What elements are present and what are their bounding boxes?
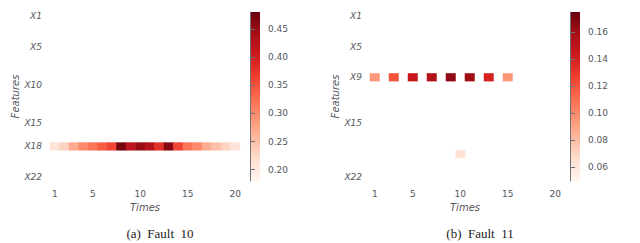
svg-text:0.20: 0.20: [268, 165, 288, 175]
svg-text:X18: X18: [23, 141, 42, 151]
svg-text:15: 15: [502, 189, 513, 199]
svg-text:1: 1: [372, 189, 378, 199]
svg-text:X15: X15: [343, 118, 362, 128]
svg-text:Features: Features: [330, 75, 341, 119]
svg-text:X10: X10: [23, 80, 42, 90]
svg-text:10: 10: [135, 189, 147, 199]
svg-text:Times: Times: [450, 202, 480, 213]
svg-text:0.40: 0.40: [268, 52, 288, 62]
svg-text:X1: X1: [349, 11, 362, 21]
svg-text:X5: X5: [29, 42, 42, 52]
svg-text:0.10: 0.10: [588, 108, 608, 118]
svg-text:0.08: 0.08: [588, 135, 608, 145]
svg-text:0.06: 0.06: [588, 162, 608, 172]
svg-text:Times: Times: [130, 202, 160, 213]
svg-text:20: 20: [550, 189, 562, 199]
svg-text:0.14: 0.14: [588, 54, 608, 64]
svg-text:X9: X9: [349, 72, 362, 82]
svg-text:5: 5: [90, 189, 96, 199]
svg-text:0.16: 0.16: [588, 27, 608, 37]
svg-text:5: 5: [410, 189, 416, 199]
svg-text:1: 1: [52, 189, 58, 199]
svg-text:(b) Fault 11: (b) Fault 11: [446, 226, 513, 241]
svg-text:Features: Features: [10, 75, 21, 119]
svg-text:0.35: 0.35: [268, 80, 288, 90]
svg-text:X1: X1: [29, 11, 42, 21]
svg-text:X5: X5: [349, 42, 362, 52]
svg-text:X22: X22: [343, 172, 362, 182]
svg-text:0.45: 0.45: [268, 24, 288, 34]
svg-text:X15: X15: [23, 118, 42, 128]
svg-text:X22: X22: [23, 172, 42, 182]
svg-text:15: 15: [182, 189, 193, 199]
svg-text:0.25: 0.25: [268, 137, 288, 147]
svg-text:(a) Fault 10: (a) Fault 10: [126, 226, 193, 241]
svg-text:10: 10: [455, 189, 467, 199]
svg-text:0.12: 0.12: [588, 81, 608, 91]
svg-text:20: 20: [230, 189, 242, 199]
svg-text:0.30: 0.30: [268, 108, 288, 118]
